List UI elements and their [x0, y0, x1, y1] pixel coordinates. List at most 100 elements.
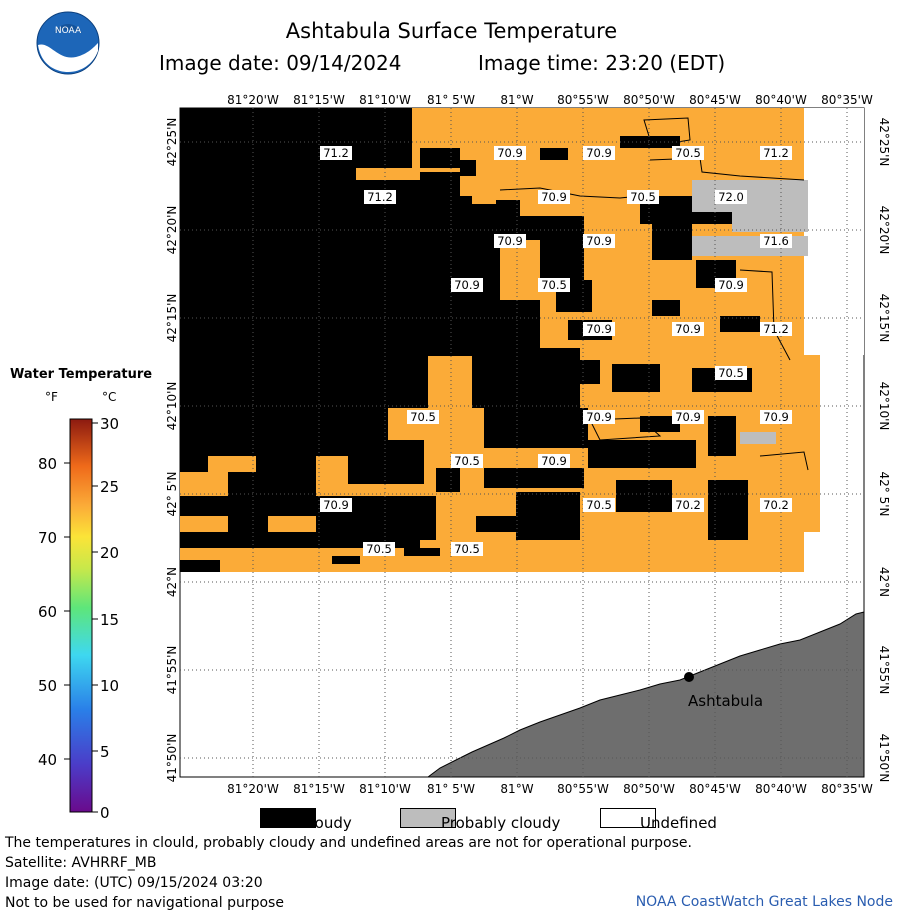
lon-label: 81°20'W: [227, 93, 279, 107]
noaa-logo: NOAA: [36, 11, 100, 75]
undefined-area: [804, 108, 864, 180]
scale-f-tick: 60: [38, 603, 57, 621]
lat-label: 42° 5'N: [877, 472, 891, 517]
lon-label: 80°35'W: [821, 93, 873, 107]
temp-label-text: 70.9: [675, 322, 701, 336]
undefined-area-2: [808, 180, 864, 355]
lat-label: 42°20'N: [165, 206, 179, 255]
unit-celsius: °C: [102, 390, 117, 404]
scale-c-tick: 10: [100, 677, 119, 695]
lat-label: 42°10'N: [165, 382, 179, 431]
temperature-scale-bar: [69, 418, 93, 813]
utc-date-text: Image date: (UTC) 09/15/2024 03:20: [5, 875, 263, 891]
lon-label: 80°35'W: [821, 782, 873, 796]
water-area-east: [804, 355, 820, 532]
temp-label: 70.9: [715, 278, 747, 292]
temp-label-text: 70.9: [323, 498, 349, 512]
cloud-mask: [180, 108, 760, 572]
lon-label: 81° 5'W: [427, 93, 475, 107]
legend-label-cloudy: Cloudy: [300, 814, 352, 832]
lon-label: 80°55'W: [557, 93, 609, 107]
lon-label: 80°55'W: [557, 782, 609, 796]
temp-label: 70.5: [451, 542, 483, 556]
temp-label-text: 70.9: [675, 410, 701, 424]
scale-f-tick: 70: [38, 529, 57, 547]
lat-label: 41°55'N: [877, 646, 891, 695]
image-time: Image time: 23:20 (EDT): [478, 51, 726, 75]
temp-label: 70.9: [583, 234, 615, 248]
lat-label: 41°50'N: [165, 734, 179, 783]
temp-label-text: 70.9: [497, 234, 523, 248]
temp-label: 70.5: [672, 146, 704, 160]
legend-label-probably-cloudy: Probably cloudy: [441, 814, 561, 832]
legend-label-undefined: Undefined: [640, 814, 717, 832]
temp-label-text: 70.5: [454, 542, 480, 556]
longitude-labels-top: 81°20'W 81°15'W 81°10'W 81° 5'W 81°W 80°…: [227, 93, 873, 107]
temp-label-text: 72.0: [718, 190, 744, 204]
temp-label-text: 70.5: [630, 190, 656, 204]
lon-label: 80°45'W: [689, 782, 741, 796]
temp-label-text: 70.9: [541, 190, 567, 204]
temp-label-text: 70.5: [454, 454, 480, 468]
temp-label: 71.6: [760, 234, 792, 248]
lon-label: 81°20'W: [227, 782, 279, 796]
scale-c-tick: 20: [100, 544, 119, 562]
scale-f-labels: 80 70 60 50 40: [38, 455, 57, 769]
scale-c-tick: 30: [100, 415, 119, 433]
lon-label: 80°40'W: [755, 93, 807, 107]
disclaimer-text: The temperatures in clould, probably clo…: [5, 835, 692, 851]
image-date: Image date: 09/14/2024: [159, 51, 402, 75]
credit-text: NOAA CoastWatch Great Lakes Node: [635, 894, 893, 910]
temp-label: 70.9: [538, 454, 570, 468]
scale-title: Water Temperature: [10, 367, 153, 382]
temp-label-text: 70.2: [763, 498, 789, 512]
temp-label: 70.2: [760, 498, 792, 512]
lon-label: 81° 5'W: [427, 782, 475, 796]
satellite-text: Satellite: AVHRRF_MB: [5, 855, 157, 871]
temp-label-text: 70.5: [718, 366, 744, 380]
map-title: Ashtabula Surface Temperature: [285, 19, 618, 43]
scale-c-tick: 5: [100, 743, 110, 761]
scale-c-labels: 30 25 20 15 10 5 0: [100, 415, 119, 822]
lat-label: 42°N: [165, 567, 179, 597]
lat-label: 42°25'N: [165, 118, 179, 167]
temp-label: 70.5: [538, 278, 570, 292]
temp-label-text: 70.9: [541, 454, 567, 468]
land-area: [426, 611, 865, 778]
temp-label: 70.5: [627, 190, 659, 204]
scale-ticks: [64, 422, 98, 813]
temp-label: 70.5: [363, 542, 395, 556]
legend-swatch-probably-cloudy: [400, 808, 456, 828]
temp-label: 70.9: [583, 322, 615, 336]
temp-label-text: 71.6: [763, 234, 789, 248]
scale-f-tick: 80: [38, 455, 57, 473]
probably-cloudy-mask: [692, 180, 808, 444]
temp-label-text: 70.9: [497, 146, 523, 160]
longitude-labels-bottom: 81°20'W 81°15'W 81°10'W 81° 5'W 81°W 80°…: [227, 782, 873, 796]
lat-label: 41°50'N: [877, 734, 891, 783]
legend-swatch-undefined: [600, 808, 656, 828]
lat-label: 42°15'N: [165, 294, 179, 343]
city-label: Ashtabula: [688, 692, 763, 710]
lon-label: 81°W: [500, 93, 533, 107]
temp-label: 72.0: [715, 190, 747, 204]
temp-label-text: 70.9: [586, 146, 612, 160]
temp-label: 70.5: [715, 366, 747, 380]
lat-label: 42°20'N: [877, 206, 891, 255]
navigation-warning: Not to be used for navigational purpose: [5, 895, 284, 911]
isotherm-lines: [423, 117, 809, 471]
temp-label: 71.2: [364, 190, 396, 204]
temp-label: 70.9: [583, 146, 615, 160]
lat-label: 42° 5'N: [165, 472, 179, 517]
temp-label: 70.9: [672, 410, 704, 424]
lat-label: 41°55'N: [165, 646, 179, 695]
lon-label: 81°10'W: [359, 93, 411, 107]
lon-label: 81°W: [500, 782, 533, 796]
temp-label-text: 70.9: [586, 234, 612, 248]
lon-label: 81°10'W: [359, 782, 411, 796]
temp-label-text: 70.9: [763, 410, 789, 424]
lon-label: 80°45'W: [689, 93, 741, 107]
temp-label-text: 71.2: [323, 146, 349, 160]
scale-f-tick: 50: [38, 677, 57, 695]
temp-label: 70.5: [407, 410, 439, 424]
